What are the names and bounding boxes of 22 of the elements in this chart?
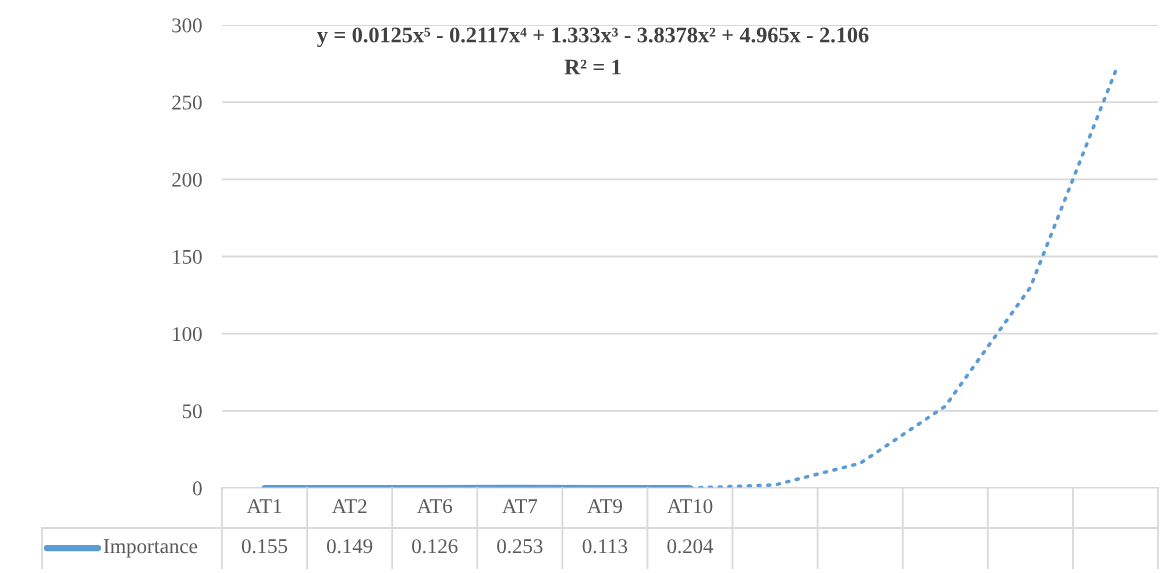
y-tick-label: 200 (172, 172, 202, 187)
y-tick-label: 0 (192, 481, 202, 496)
annotation: y = 0.0125x⁵ - 0.2117x⁴ + 1.333x³ - 3.8378x² + 4.965x - 2.106 (317, 27, 869, 48)
x-tick-label: AT7 (502, 499, 538, 514)
x-tick-label: AT6 (417, 499, 453, 514)
legend-label: Importance (103, 539, 198, 558)
data-label: 0.126 (412, 539, 458, 554)
annotation: R² = 1 (564, 59, 621, 75)
x-tick-label: AT2 (331, 499, 367, 514)
data-label: 0.253 (497, 539, 543, 554)
x-tick-label: AT10 (667, 499, 713, 514)
x-tick-label: AT1 (246, 499, 282, 514)
data-label: 0.204 (667, 539, 714, 554)
data-label: 0.113 (582, 539, 628, 554)
x-tick-label: AT9 (587, 499, 622, 514)
data-label: 0.149 (326, 539, 373, 554)
y-tick-label: 300 (172, 18, 202, 33)
data-label: 0.155 (241, 539, 288, 554)
y-tick-label: 100 (173, 327, 202, 342)
y-tick-label: 150 (173, 249, 202, 264)
y-tick-label: 250 (172, 95, 202, 110)
y-tick-label: 50 (182, 404, 202, 419)
